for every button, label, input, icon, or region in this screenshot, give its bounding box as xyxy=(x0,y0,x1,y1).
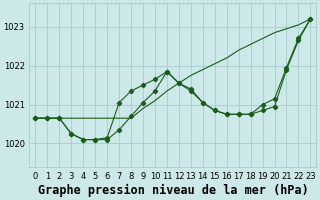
X-axis label: Graphe pression niveau de la mer (hPa): Graphe pression niveau de la mer (hPa) xyxy=(37,183,308,197)
